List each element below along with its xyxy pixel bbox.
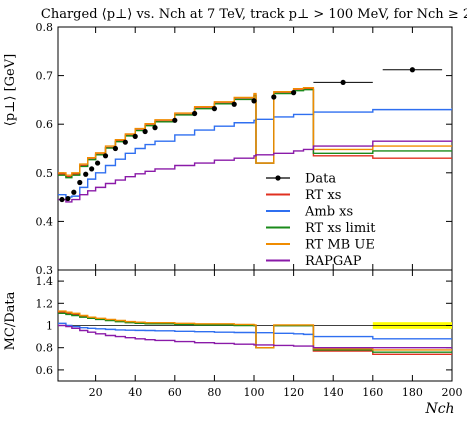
legend-item: RT xs limit: [266, 221, 376, 236]
ratio-x-tick: 140: [323, 270, 344, 399]
ratio-series-rapgap: [58, 324, 452, 349]
x-tick-label: 100: [244, 386, 265, 399]
x-tick-label: 40: [128, 386, 142, 399]
legend-label: Amb xs: [304, 205, 353, 220]
data-point: [59, 196, 65, 203]
x-tick-label: 140: [323, 386, 344, 399]
ratio-y-tick: 1.2: [36, 297, 452, 310]
x-tick-label: 60: [168, 386, 182, 399]
ratio-y-axis-label: MC/Data: [3, 291, 18, 350]
ratio-x-tick: 20: [89, 270, 103, 399]
upper-y-tick-label: 0.3: [36, 264, 54, 277]
data-point: [291, 90, 297, 96]
ratio-series-amb-xs: [58, 322, 452, 340]
upper-series-rapgap: [58, 139, 452, 203]
x-axis-label: Nch: [424, 401, 454, 417]
upper-y-tick: 0.6: [36, 118, 452, 131]
x-tick-label: 120: [283, 386, 304, 399]
ratio-x-tick: 120: [283, 270, 304, 399]
ratio-y-tick: 0.6: [36, 364, 452, 377]
upper-y-tick-label: 0.5: [36, 167, 54, 180]
ratio-x-tick: 200: [442, 270, 463, 399]
chart-title: Charged ⟨p⊥⟩ vs. Nch at 7 TeV, track p⊥ …: [41, 7, 467, 22]
legend-item: Data: [266, 172, 336, 187]
x-tick-label: 180: [402, 386, 423, 399]
data-point: [132, 133, 138, 139]
ratio-x-tick: 100: [244, 270, 265, 399]
legend-item: Amb xs: [266, 205, 353, 220]
data-point: [172, 117, 178, 123]
data-point: [251, 98, 257, 104]
x-tick-label: 200: [442, 386, 463, 399]
legend-label: Data: [305, 172, 336, 187]
x-tick-label: 80: [207, 386, 221, 399]
legend-label: RAPGAP: [305, 254, 362, 269]
ratio-x-tick: 160: [362, 270, 383, 399]
upper-y-tick: 0.8: [36, 21, 452, 34]
data-point: [65, 195, 71, 202]
data-point: [271, 94, 277, 100]
upper-y-tick-label: 0.8: [36, 21, 54, 34]
data-point: [211, 106, 218, 112]
ratio-y-tick-label: 1: [46, 320, 53, 333]
ratio-y-tick-label: 0.8: [36, 342, 54, 355]
x-tick-label: 160: [362, 386, 383, 399]
data-point: [71, 189, 77, 195]
upper-y-tick-label: 0.4: [36, 215, 54, 228]
legend-item: RT MB UE: [266, 238, 375, 253]
upper-panel: 0.3 0.4 0.5 0.6 0.7 0.8: [36, 21, 453, 277]
upper-y-tick: 0.7: [36, 70, 452, 83]
data-point: [112, 145, 119, 152]
upper-series-rt-mb-ue: [58, 87, 452, 176]
legend-marker: [275, 175, 281, 181]
legend-label: RT xs: [305, 188, 341, 203]
data-point: [122, 139, 128, 145]
upper-y-tick-label: 0.7: [36, 70, 54, 83]
ratio-series-rt-mb-ue: [58, 310, 452, 351]
ratio-x-tick: 40: [128, 270, 142, 399]
ratio-x-tick: 80: [207, 270, 221, 399]
legend-label: RT MB UE: [305, 238, 375, 253]
data-point: [152, 125, 158, 131]
ratio-x-tick: 180: [402, 270, 423, 399]
data-point: [142, 128, 148, 135]
ratio-y-tick-label: 0.6: [36, 364, 54, 377]
data-point: [77, 179, 83, 186]
ratio-x-tick: 60: [168, 270, 182, 399]
data-point: [83, 171, 89, 177]
upper-series-amb-xs: [58, 108, 452, 198]
data-point: [89, 166, 95, 172]
legend-item: RT xs: [266, 188, 341, 203]
data-point: [192, 110, 198, 117]
legend-item: RAPGAP: [266, 254, 362, 269]
data-point: [231, 101, 237, 107]
ratio-y-tick-label: 1.2: [36, 297, 54, 310]
upper-y-tick: 0.4: [36, 215, 452, 228]
data-point: [102, 153, 109, 159]
upper-y-axis-label: ⟨p⊥⟩ [GeV]: [3, 54, 18, 126]
upper-y-tick-label: 0.6: [36, 118, 54, 131]
legend-label: RT xs limit: [305, 221, 376, 236]
data-point: [94, 160, 101, 166]
ratio-y-tick: 1.4: [36, 275, 452, 288]
ratio-y-tick-label: 1.4: [36, 275, 54, 288]
ratio-panel: 0.6 0.8 1 1.2 1.4 20 40 60 80 100 120 140 160 180 200: [36, 269, 463, 399]
x-tick-label: 20: [89, 386, 103, 399]
